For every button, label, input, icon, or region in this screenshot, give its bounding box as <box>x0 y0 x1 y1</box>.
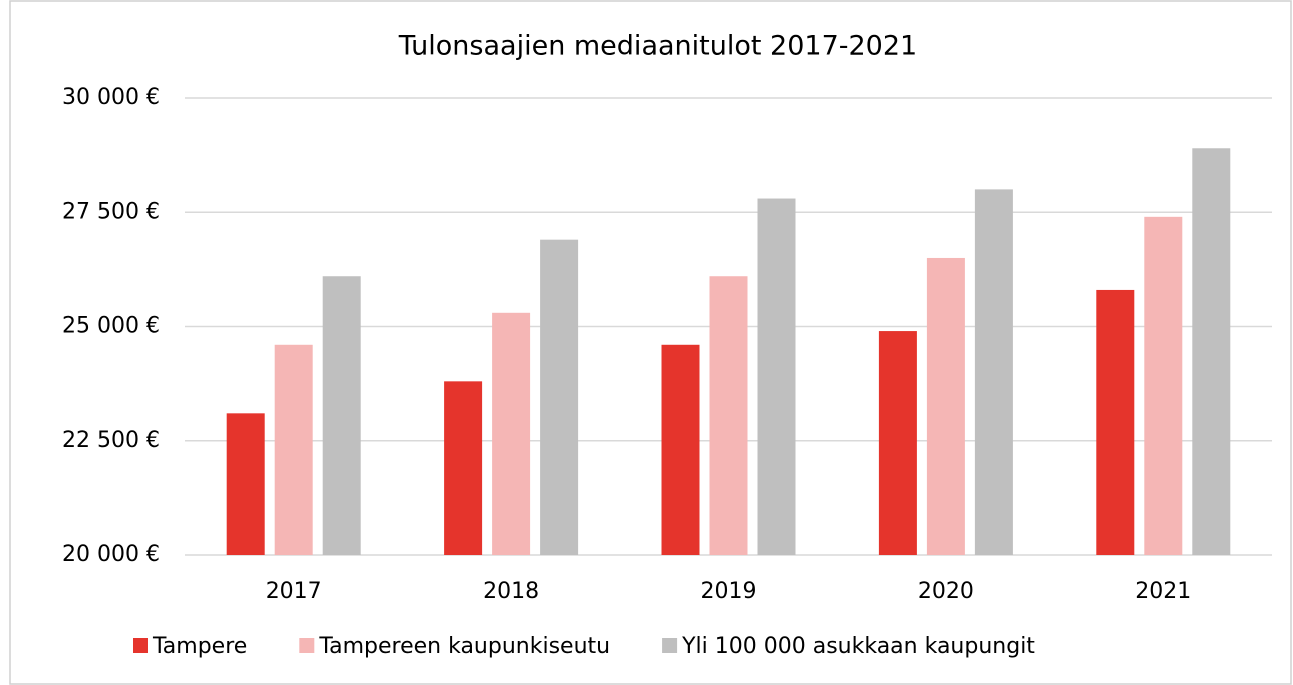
bar <box>926 257 965 555</box>
y-tick-label: 30 000 € <box>62 85 160 110</box>
x-tick-label: 2020 <box>918 579 974 604</box>
bar <box>1144 216 1183 555</box>
y-tick-label: 25 000 € <box>62 314 160 339</box>
chart-title: Tulonsaajien mediaanitulot 2017-2021 <box>398 31 917 62</box>
chart-frame <box>9 0 1292 685</box>
bar <box>226 413 265 555</box>
legend-label: Tampere <box>152 634 247 659</box>
bar <box>1096 289 1135 555</box>
bar <box>974 189 1013 555</box>
x-tick-label: 2019 <box>701 579 757 604</box>
bar <box>444 381 483 555</box>
legend-label: Yli 100 000 asukkaan kaupungit <box>681 634 1035 659</box>
bar <box>274 344 313 555</box>
bar <box>1192 148 1231 555</box>
y-tick-label: 22 500 € <box>62 428 160 453</box>
bar <box>878 331 917 555</box>
legend-swatch <box>662 638 678 653</box>
bar <box>661 344 700 555</box>
x-tick-label: 2017 <box>266 579 322 604</box>
legend-swatch <box>299 638 315 653</box>
x-tick-label: 2018 <box>483 579 539 604</box>
bar <box>540 239 579 556</box>
bar <box>322 276 361 555</box>
bar <box>492 312 531 555</box>
bar <box>709 276 748 555</box>
legend-swatch <box>133 638 148 653</box>
y-tick-label: 20 000 € <box>62 542 160 567</box>
legend-label: Tampereen kaupunkiseutu <box>318 634 610 659</box>
bar <box>757 198 796 556</box>
y-tick-label: 27 500 € <box>62 199 160 224</box>
x-tick-label: 2021 <box>1135 579 1191 604</box>
